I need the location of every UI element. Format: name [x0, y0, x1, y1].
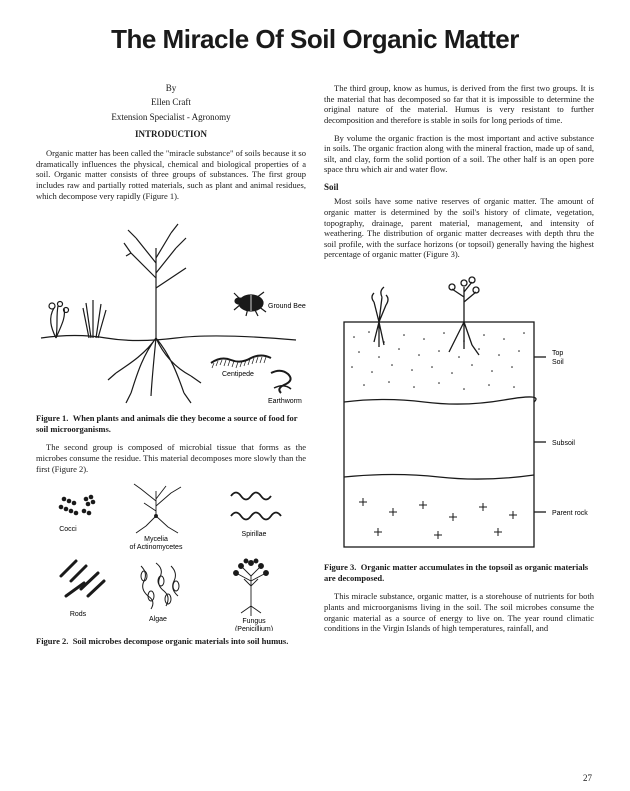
right-p4: This miracle substance, organic matter, … [324, 591, 594, 634]
fig2-label-rods: Rods [70, 611, 87, 618]
right-p1: The third group, know as humus, is deriv… [324, 83, 594, 126]
fig3-label-parent: Parent rock [552, 510, 588, 517]
fig2-label-mycelia2: of Actinomycetes [130, 544, 183, 551]
fig2-label-algae: Algae [149, 616, 167, 623]
fig2-label-fungus2: (Penicillium) [235, 626, 273, 631]
page-title: The Miracle Of Soil Organic Matter [36, 24, 594, 55]
left-column: By Ellen Craft Extension Specialist - Ag… [36, 83, 306, 655]
figure-1-illustration: Ground Beetle Centipede Earthworm [36, 208, 306, 408]
figure-3-illustration: Top Soil Subsoil Parent rock [324, 267, 594, 557]
figure-2-illustration: Cocci Mycelia of Actinomycetes Spirillae… [36, 481, 306, 631]
soil-heading: Soil [324, 182, 594, 193]
fig2-label-cocci: Cocci [59, 526, 77, 533]
two-column-layout: By Ellen Craft Extension Specialist - Ag… [36, 83, 594, 655]
page-number: 27 [583, 773, 592, 783]
right-p3: Most soils have some native reserves of … [324, 196, 594, 260]
fig3-label-subsoil: Subsoil [552, 440, 575, 447]
figure-2-caption: Figure 2. Soil microbes decompose organi… [36, 636, 306, 647]
figure-3-caption: Figure 3. Organic matter accumulates in … [324, 562, 594, 583]
fig1-label-centipede: Centipede [222, 371, 254, 378]
byline-role: Extension Specialist - Agronomy [36, 112, 306, 123]
fig2-label-spirillae: Spirillae [242, 531, 267, 538]
intro-heading: INTRODUCTION [36, 129, 306, 140]
fig1-label-beetle: Ground Beetle [268, 303, 306, 310]
fig2-label-fungus: Fungus [242, 618, 266, 625]
fig2-label-mycelia: Mycelia [144, 536, 168, 543]
right-column: The third group, know as humus, is deriv… [324, 83, 594, 655]
byline-author: Ellen Craft [36, 97, 306, 108]
left-p2: The second group is composed of microbia… [36, 442, 306, 474]
figure-1-caption: Figure 1. When plants and animals die th… [36, 413, 306, 434]
fig3-label-topsoil-1: Top [552, 350, 563, 357]
left-p1: Organic matter has been called the "mira… [36, 148, 306, 201]
fig3-label-topsoil-2: Soil [552, 359, 564, 366]
byline-by: By [36, 83, 306, 94]
fig1-label-earthworm: Earthworm [268, 398, 302, 405]
right-p2: By volume the organic fraction is the mo… [324, 133, 594, 176]
